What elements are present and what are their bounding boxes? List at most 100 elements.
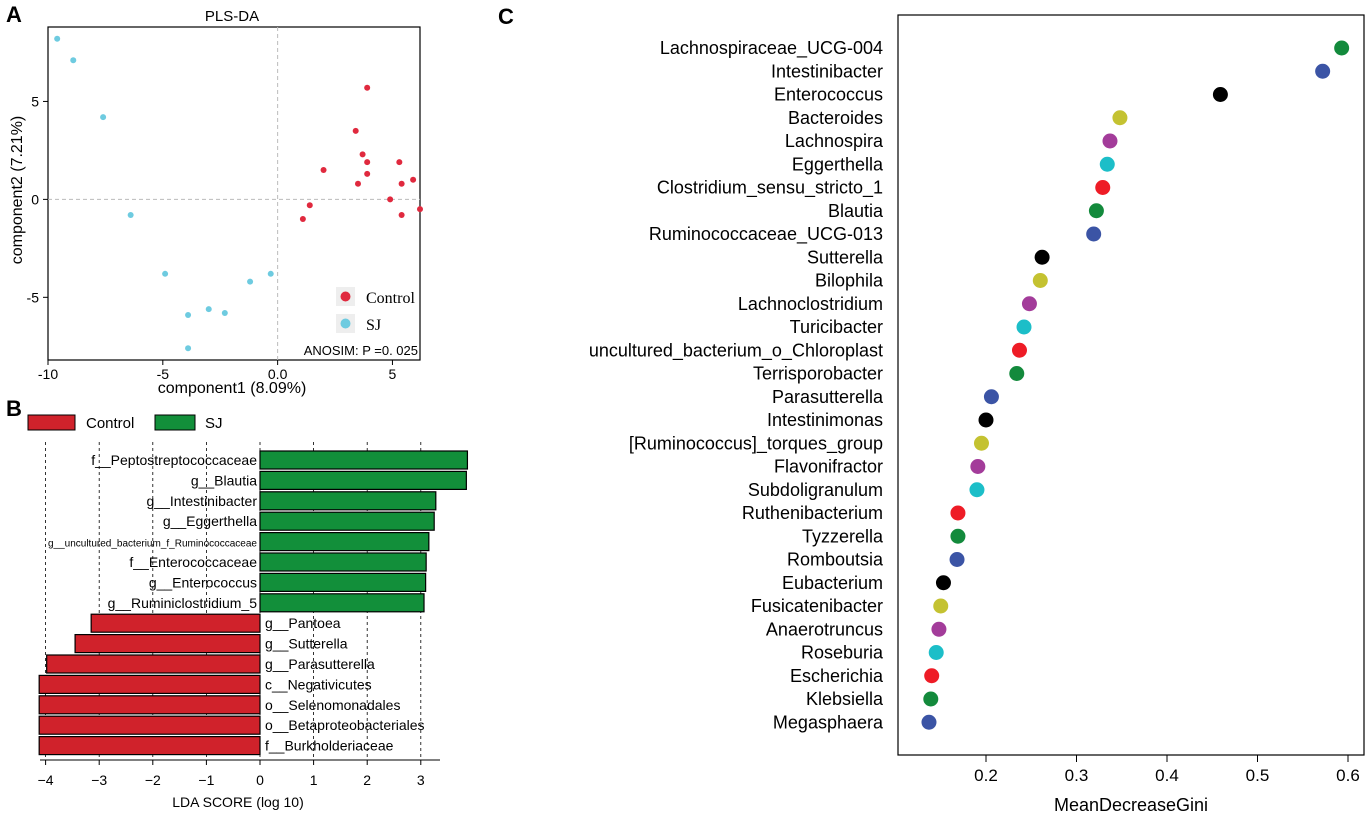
panel-label-c: C [498,4,514,29]
lda-bar-sj [259,593,425,613]
lda-x-axis-label: LDA SCORE (log 10) [172,794,304,810]
gini-dot [1034,249,1050,265]
plsda-point-sj [267,270,274,277]
plsda-point-control [398,180,405,187]
plsda-point-sj [100,114,107,121]
legend-marker-sj [340,318,351,329]
lda-bar-sj [259,450,469,470]
gini-dot [983,389,999,405]
gini-category-label: Fusicatenibacter [751,596,883,616]
gini-category-label: Megasphaera [773,712,884,732]
legend-label-sj: SJ [366,317,381,334]
gini-category-label: Klebsiella [806,689,884,709]
lda-bar-label: g__Sutterella [265,636,348,652]
plsda-point-control [387,196,394,203]
plsda-point-control [306,202,313,209]
gini-dot [921,714,937,730]
lda-x-tick-label: 0 [256,772,264,788]
plsda-y-tick-label: 0 [31,191,39,207]
gini-dot [935,575,951,591]
gini-dot [1009,366,1025,381]
plsda-point-control [364,159,371,166]
gini-dot [969,482,985,498]
gini-category-label: Turicibacter [790,317,883,337]
gini-x-tick-label: 0.5 [1246,766,1270,785]
plsda-x-tick-label: 0.0 [268,366,288,382]
gini-category-label: Bacteroides [788,108,883,128]
gini-category-label: Parasutterella [772,387,884,407]
plsda-point-sj [54,35,61,42]
gini-category-label: Tyzzerella [802,526,884,546]
plsda-y-axis-label: component2 (7.21%) [9,116,26,265]
plsda-point-control [299,215,306,222]
lda-bar-control [38,735,261,756]
plsda-point-sj [205,306,212,313]
lda-chart: Control SJ f__Peptostreptococcaceae g__Bl… [27,414,469,810]
plsda-x-tick-label: 5 [389,366,397,382]
gini-category-label: Romboutsia [787,550,884,570]
gini-category-label: Intestinimonas [767,410,883,430]
plsda-y-tick-label: -5 [27,289,40,305]
panel-label-a: A [6,2,22,27]
gini-category-label: Ruthenibacterium [742,503,883,523]
lda-legend-swatch-sj [154,414,196,431]
plsda-x-tick-label: -10 [38,366,58,382]
lda-bar-sj [259,491,437,511]
lda-bar-label: g__Eggerthella [163,513,257,529]
lda-bar-sj [259,552,427,572]
lda-bar-label: o__Selenomonadales [265,697,400,713]
gini-category-label: [Ruminococcus]_torques_group [629,433,883,454]
lda-bar-control [38,674,261,695]
lda-legend-label-control: Control [86,415,134,432]
plsda-legend: Control SJ [336,287,415,334]
gini-dot [950,505,966,521]
lda-x-tick-label: −4 [38,772,54,788]
plsda-point-sj [162,270,169,277]
gini-category-label: Bilophila [815,271,884,291]
plsda-chart: PLS-DA -10 -5 0.0 5 -5 0 5 component1 (8.09%)… [9,8,423,397]
lda-bar-sj [259,572,427,593]
lda-x-tick-label: 1 [310,772,318,788]
gini-category-label: Lachnoclostridium [738,294,883,314]
gini-dot [1021,296,1037,312]
gini-category-label: Subdoligranulum [748,480,883,500]
lda-legend-swatch-control [27,414,76,431]
lda-bar-label: c__Negativicutes [265,676,372,692]
gini-category-label: Flavonifractor [774,457,883,477]
lda-x-tick-label: 2 [363,772,371,788]
lda-x-tick-label: −3 [91,772,107,788]
gini-category-label: Intestinibacter [771,61,883,81]
gini-dot [1011,342,1027,358]
legend-label-control: Control [366,290,415,307]
gini-dot [970,459,986,474]
lda-bar-sj [259,531,430,552]
gini-category-label: Ruminococcaceae_UCG-013 [649,224,883,245]
gini-category-label: Terrisporobacter [753,364,883,384]
gini-x-tick-label: 0.3 [1065,766,1089,785]
plsda-point-control [359,151,366,158]
lda-bar-label: f__Enterococcaceae [129,554,257,570]
gini-dot [1086,226,1102,242]
legend-marker-control [340,291,351,302]
lda-x-tick-label: 3 [417,772,425,788]
gini-category-label: Sutterella [807,247,884,267]
gini-x-axis-label: MeanDecreaseGini [1054,795,1208,815]
gini-dot [1088,203,1104,219]
gini-x-tick-label: 0.6 [1336,766,1360,785]
plsda-point-control [364,84,371,91]
plsda-x-axis-label: component1 (8.09%) [158,380,307,397]
plsda-point-control [398,212,405,219]
lda-bar-label: g__Blautia [191,472,257,488]
plsda-point-sj [185,345,192,352]
lda-legend-label-sj: SJ [205,415,223,432]
gini-dot [949,552,965,567]
plsda-point-sj [221,309,228,316]
gini-category-label: Anaerotruncus [766,619,883,639]
lda-bar-label: f__Burkholderiaceae [265,738,394,754]
plsda-point-sj [185,311,192,318]
panel-label-b: B [6,396,22,421]
plsda-plot-frame [47,26,421,361]
gini-category-label: Eubacterium [782,573,883,593]
